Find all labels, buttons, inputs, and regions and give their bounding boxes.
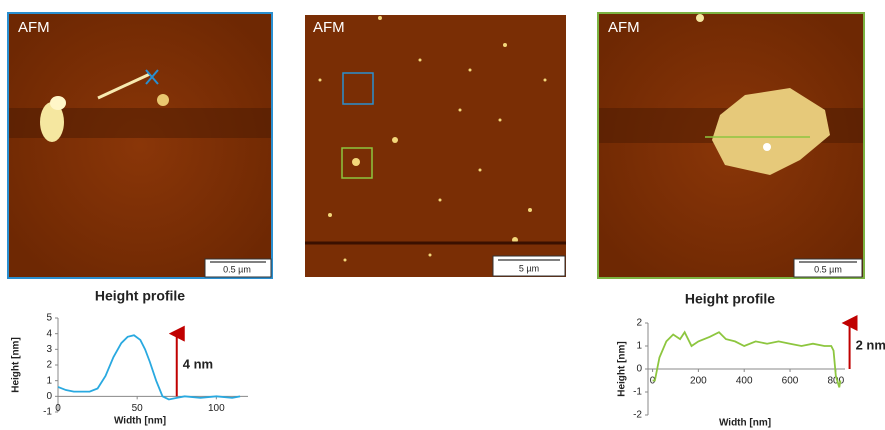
- y-axis-label: Height [nm]: [617, 341, 628, 397]
- y-tick-label: 1: [46, 375, 52, 386]
- x-tick-label: 0: [55, 403, 61, 414]
- x-tick-label: 200: [690, 376, 707, 387]
- x-axis-label: Width [nm]: [114, 416, 166, 427]
- scale-label: 0.5 µm: [223, 264, 251, 274]
- y-tick-label: 0: [46, 391, 52, 402]
- y-tick-label: 2: [46, 360, 52, 371]
- y-tick-label: 5: [46, 313, 52, 324]
- x-tick-label: 600: [782, 376, 799, 387]
- annotation: 2 nm: [856, 337, 885, 352]
- y-tick-label: 0: [636, 364, 642, 375]
- y-tick-label: 2: [636, 318, 642, 329]
- x-axis-label: Width [nm]: [719, 418, 771, 429]
- annotation: 4 nm: [183, 356, 213, 371]
- panel-label: AFM: [18, 19, 50, 36]
- y-tick-label: 4: [46, 328, 52, 339]
- x-tick-label: 50: [132, 403, 144, 414]
- x-tick-label: 100: [208, 403, 225, 414]
- y-tick-label: 3: [46, 344, 52, 355]
- afm-image: AFM 0.5 µm: [8, 13, 272, 278]
- y-axis-label: Height [nm]: [11, 337, 22, 393]
- y-tick-label: -1: [43, 407, 52, 418]
- scale-label: 5 µm: [519, 263, 539, 273]
- y-tick-label: -1: [633, 387, 642, 398]
- chart-title: Height profile: [685, 291, 775, 307]
- x-tick-label: 400: [736, 376, 753, 387]
- figure: AFM 0.5 µm AFM 5 µm AFM 0.5 µm Heigh: [0, 0, 885, 430]
- chart-title: Height profile: [95, 288, 185, 304]
- afm-image: AFM 5 µm: [305, 15, 566, 277]
- afm-image: AFM 0.5 µm: [598, 13, 864, 278]
- y-tick-label: 1: [636, 341, 642, 352]
- scale-label: 0.5 µm: [814, 264, 842, 274]
- y-tick-label: -2: [633, 410, 642, 421]
- panel-label: AFM: [313, 19, 345, 36]
- panel-label: AFM: [608, 19, 640, 36]
